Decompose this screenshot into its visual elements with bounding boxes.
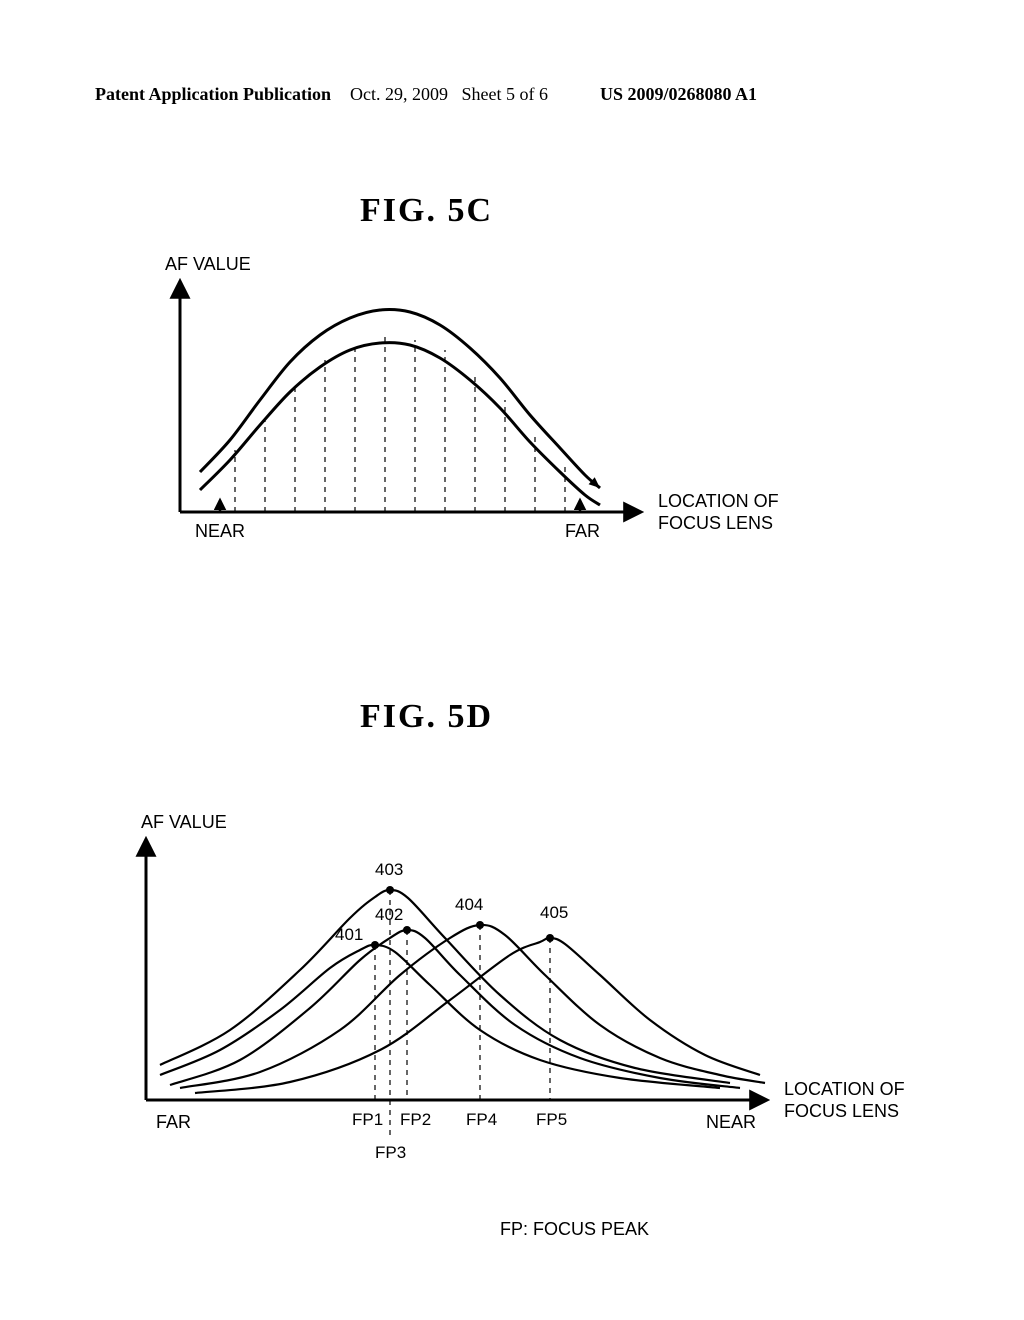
figures-canvas: AF VALUELOCATION OFFOCUS LENSNEARFARAF V… [0,0,1024,1320]
svg-text:LOCATION OF: LOCATION OF [784,1079,905,1099]
figure-5c-plot: AF VALUE LOCATION OFFOCUS LENS NEAR FAR [165,254,779,541]
svg-text:404: 404 [455,895,483,914]
svg-text:FP4: FP4 [466,1110,497,1129]
svg-text:FP5: FP5 [536,1110,567,1129]
svg-text:401: 401 [335,925,363,944]
svg-text:FAR: FAR [156,1112,191,1132]
svg-text:LOCATION OF: LOCATION OF [658,491,779,511]
svg-text:NEAR: NEAR [195,521,245,541]
svg-text:AF VALUE: AF VALUE [141,812,227,832]
svg-text:FOCUS LENS: FOCUS LENS [784,1101,899,1121]
figure-5d-plot: AF VALUE LOCATION OFFOCUS LENS FAR NEAR 401 4… [141,812,905,1239]
svg-text:FP1: FP1 [352,1110,383,1129]
svg-text:405: 405 [540,903,568,922]
svg-text:FP: FOCUS PEAK: FP: FOCUS PEAK [500,1219,649,1239]
svg-text:FOCUS LENS: FOCUS LENS [658,513,773,533]
svg-text:FP3: FP3 [375,1143,406,1162]
svg-text:FAR: FAR [565,521,600,541]
svg-text:FP2: FP2 [400,1110,431,1129]
y-axis-label: AF VALUE [165,254,251,274]
svg-text:NEAR: NEAR [706,1112,756,1132]
svg-text:402: 402 [375,905,403,924]
svg-text:403: 403 [375,860,403,879]
